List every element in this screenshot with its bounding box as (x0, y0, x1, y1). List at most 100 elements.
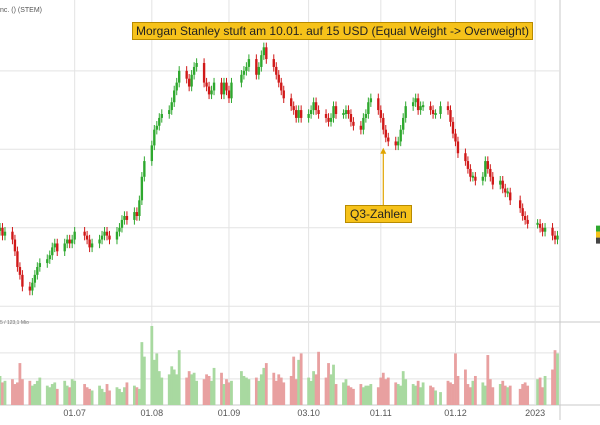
volume-bar (63, 380, 67, 405)
volume-bar (185, 377, 189, 405)
last-price-marker-yellow (596, 231, 600, 238)
candle-body (509, 192, 512, 201)
q3-annotation: Q3-Zahlen (345, 205, 412, 223)
x-tick-label: 01.08 (141, 408, 164, 418)
volume-bar (498, 384, 502, 405)
volume-bar (317, 351, 320, 405)
candle-body (543, 227, 547, 232)
candle-body (143, 161, 146, 177)
q3-arrow-head (380, 147, 387, 154)
volume-bar (195, 380, 199, 405)
candle-body (153, 129, 156, 146)
volume-bar (414, 385, 418, 405)
candle-body (379, 110, 382, 118)
volume-bar (334, 384, 338, 405)
volume-bar (454, 353, 457, 405)
volume-bar (212, 367, 216, 405)
volume-bar (18, 363, 22, 405)
candle-body (449, 110, 452, 122)
volume-bar (3, 380, 7, 405)
volume-bar (274, 380, 278, 405)
candle-body (187, 78, 191, 87)
candle-body (272, 59, 275, 67)
candle-body (207, 86, 211, 95)
volume-bar (202, 379, 206, 405)
candle-body (419, 106, 422, 111)
volume-bar (411, 384, 415, 405)
volume-bar (150, 326, 154, 405)
candle-body (506, 191, 509, 194)
volume-bar (384, 379, 388, 405)
volume-bar (240, 371, 243, 405)
volume-bar (329, 374, 333, 405)
volume-bar (538, 377, 542, 405)
candle-body (255, 59, 258, 75)
candle-body (212, 82, 216, 91)
volume-bar (312, 371, 315, 405)
volume-bar (262, 367, 266, 405)
volume-bar (16, 382, 19, 405)
candle-body (299, 110, 303, 118)
volume-bar (115, 387, 119, 405)
candle-body (377, 98, 380, 111)
volume-bar (366, 385, 370, 405)
candle-body (33, 274, 37, 283)
candle-body (499, 180, 502, 185)
volume-bar (394, 382, 398, 405)
candle-body (192, 66, 196, 75)
volume-bar (220, 372, 223, 405)
candle-body (260, 55, 263, 67)
candle-body (364, 114, 368, 118)
volume-bar (279, 377, 283, 405)
volume-bar (85, 387, 89, 405)
volume-bar (556, 353, 559, 405)
candle-body (342, 113, 345, 115)
volume-bar (488, 379, 492, 405)
candle-body (471, 175, 475, 178)
candle-body (135, 212, 139, 216)
candle-body (85, 235, 89, 240)
candle-body (265, 47, 268, 60)
candle-body (541, 227, 544, 232)
candle-body (190, 74, 193, 87)
candle-body (247, 59, 251, 67)
candle-body (317, 110, 320, 114)
candle-body (518, 200, 522, 209)
candle-body (382, 117, 385, 130)
candle-body (324, 114, 328, 118)
volume-bar (481, 382, 485, 405)
candle-body (168, 110, 171, 114)
volume-bar (282, 382, 286, 405)
volume-bar (160, 377, 164, 405)
candle-body (275, 66, 278, 75)
volume-bar (192, 372, 196, 405)
volume-bar (28, 380, 32, 405)
volume-bar (98, 385, 101, 405)
volume-bar (421, 382, 425, 405)
candle-body (556, 235, 559, 240)
candle-body (90, 243, 94, 248)
volume-label: 5 / 123,1 Mio (0, 320, 29, 326)
volume-bar (33, 384, 37, 405)
volume-bar (399, 385, 403, 405)
volume-bar (123, 387, 126, 405)
candle-body (205, 82, 208, 87)
volume-bar (140, 342, 144, 405)
candle-body (51, 247, 54, 256)
x-tick-label: 01.12 (444, 408, 467, 418)
candle-body (489, 168, 492, 177)
volume-bar (381, 372, 385, 405)
volume-bar (55, 388, 59, 405)
last-price-marker-dark (596, 237, 600, 244)
candle-body (553, 235, 557, 240)
volume-bar (506, 387, 510, 405)
candle-body (245, 66, 248, 71)
candle-body (327, 117, 330, 122)
volume-bar (157, 371, 161, 405)
volume-bar (264, 363, 268, 405)
candle-body (421, 105, 425, 108)
candle-body (464, 153, 467, 162)
x-tick-label: 01.11 (370, 408, 392, 418)
volume-bar (379, 377, 383, 405)
